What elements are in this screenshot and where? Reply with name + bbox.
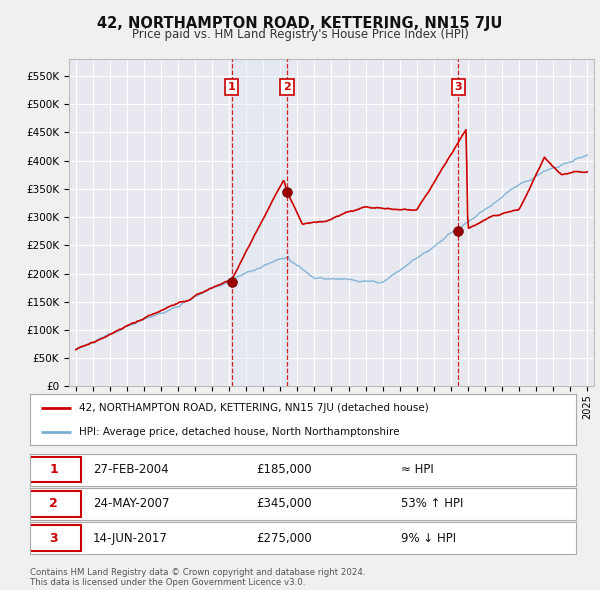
Bar	[232, 59, 287, 386]
Text: 1: 1	[228, 82, 236, 92]
Text: 2: 2	[283, 82, 291, 92]
Text: Price paid vs. HM Land Registry's House Price Index (HPI): Price paid vs. HM Land Registry's House …	[131, 28, 469, 41]
FancyBboxPatch shape	[26, 457, 82, 483]
Text: 3: 3	[49, 532, 58, 545]
Text: £275,000: £275,000	[257, 532, 313, 545]
Text: 42, NORTHAMPTON ROAD, KETTERING, NN15 7JU: 42, NORTHAMPTON ROAD, KETTERING, NN15 7J…	[97, 16, 503, 31]
Text: 9% ↓ HPI: 9% ↓ HPI	[401, 532, 457, 545]
Text: 24-MAY-2007: 24-MAY-2007	[93, 497, 169, 510]
Text: Contains HM Land Registry data © Crown copyright and database right 2024.
This d: Contains HM Land Registry data © Crown c…	[30, 568, 365, 587]
Text: £185,000: £185,000	[257, 463, 312, 476]
Text: 42, NORTHAMPTON ROAD, KETTERING, NN15 7JU (detached house): 42, NORTHAMPTON ROAD, KETTERING, NN15 7J…	[79, 403, 429, 413]
Text: £345,000: £345,000	[257, 497, 312, 510]
Text: 1: 1	[49, 463, 58, 476]
FancyBboxPatch shape	[26, 491, 82, 517]
Text: 14-JUN-2017: 14-JUN-2017	[93, 532, 167, 545]
Text: ≈ HPI: ≈ HPI	[401, 463, 434, 476]
FancyBboxPatch shape	[26, 525, 82, 551]
Text: 2: 2	[49, 497, 58, 510]
Text: 27-FEB-2004: 27-FEB-2004	[93, 463, 169, 476]
Text: 53% ↑ HPI: 53% ↑ HPI	[401, 497, 464, 510]
Text: 3: 3	[455, 82, 463, 92]
Text: HPI: Average price, detached house, North Northamptonshire: HPI: Average price, detached house, Nort…	[79, 428, 400, 437]
